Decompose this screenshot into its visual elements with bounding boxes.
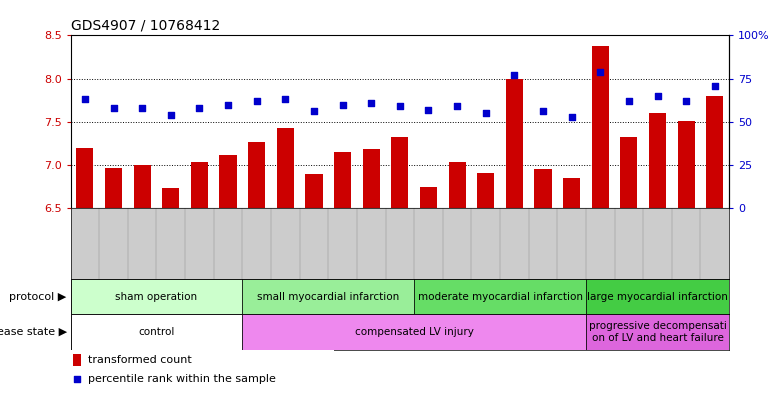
Bar [220, 155, 237, 208]
Text: percentile rank within the sample: percentile rank within the sample [88, 374, 275, 384]
Point [652, 93, 664, 99]
Point [193, 105, 205, 111]
Bar [71, 314, 242, 350]
Bar [506, 79, 523, 208]
Bar [71, 279, 242, 314]
Point [71, 376, 83, 382]
Point [307, 108, 320, 115]
Bar [586, 314, 729, 350]
Point [78, 96, 91, 103]
Point [480, 110, 492, 116]
Point [594, 68, 607, 75]
Point [107, 105, 120, 111]
Bar [248, 142, 265, 208]
Point [394, 103, 406, 109]
Text: compensated LV injury: compensated LV injury [354, 327, 474, 337]
Bar [133, 165, 151, 208]
Text: progressive decompensati
on of LV and heart failure: progressive decompensati on of LV and he… [589, 321, 727, 343]
Bar [649, 113, 666, 208]
Bar [277, 128, 294, 208]
Text: GDS4907 / 10768412: GDS4907 / 10768412 [71, 19, 220, 33]
Bar [242, 279, 414, 314]
Bar [305, 174, 322, 208]
Point [508, 72, 521, 78]
Text: small myocardial infarction: small myocardial infarction [257, 292, 399, 302]
Bar [242, 314, 586, 350]
Bar [162, 188, 180, 208]
Text: sham operation: sham operation [115, 292, 198, 302]
Text: protocol ▶: protocol ▶ [9, 292, 67, 302]
Bar [334, 152, 351, 208]
Text: disease state ▶: disease state ▶ [0, 327, 67, 337]
Point [423, 107, 435, 113]
Point [250, 98, 263, 104]
Point [165, 112, 177, 118]
Bar [620, 138, 637, 208]
Bar [563, 178, 580, 208]
Point [222, 101, 234, 108]
Bar [677, 121, 695, 208]
Bar [76, 148, 93, 208]
Bar [448, 162, 466, 208]
Text: transformed count: transformed count [88, 355, 191, 365]
Point [279, 96, 292, 103]
Bar [535, 169, 552, 208]
Text: control: control [138, 327, 175, 337]
Point [565, 114, 578, 120]
Point [336, 101, 349, 108]
Bar [477, 173, 495, 208]
Bar [414, 279, 586, 314]
Point [709, 83, 721, 89]
Bar [586, 279, 729, 314]
Bar [420, 187, 437, 208]
Bar [191, 162, 208, 208]
Bar [592, 46, 609, 208]
Bar [391, 138, 408, 208]
Bar [105, 168, 122, 208]
Point [680, 98, 692, 104]
Point [365, 100, 377, 106]
Point [537, 108, 550, 115]
Text: large myocardial infarction: large myocardial infarction [587, 292, 728, 302]
Bar [363, 149, 379, 208]
Bar [706, 96, 724, 208]
Point [622, 98, 635, 104]
Text: moderate myocardial infarction: moderate myocardial infarction [418, 292, 583, 302]
Point [451, 103, 463, 109]
Bar [73, 354, 81, 366]
Point [136, 105, 148, 111]
